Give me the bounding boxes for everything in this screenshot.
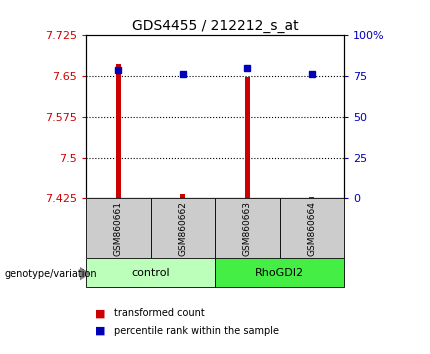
- Bar: [86, 198, 150, 258]
- Text: GSM860661: GSM860661: [114, 201, 123, 256]
- Text: RhoGDI2: RhoGDI2: [255, 268, 304, 278]
- Bar: [180, 194, 185, 198]
- Text: ■: ■: [95, 326, 105, 336]
- Text: genotype/variation: genotype/variation: [4, 269, 97, 279]
- Bar: [150, 198, 215, 258]
- Text: percentile rank within the sample: percentile rank within the sample: [114, 326, 279, 336]
- Title: GDS4455 / 212212_s_at: GDS4455 / 212212_s_at: [132, 19, 298, 33]
- Text: GSM860663: GSM860663: [243, 201, 252, 256]
- Text: GSM860664: GSM860664: [307, 201, 316, 256]
- Text: ■: ■: [95, 308, 105, 318]
- Bar: [280, 198, 344, 258]
- Text: control: control: [131, 268, 170, 278]
- Text: GSM860662: GSM860662: [178, 201, 187, 256]
- Text: transformed count: transformed count: [114, 308, 205, 318]
- Polygon shape: [80, 267, 90, 281]
- Bar: [245, 77, 250, 198]
- Bar: [309, 196, 314, 198]
- Bar: [215, 198, 280, 258]
- Bar: [86, 258, 215, 287]
- Bar: [215, 258, 344, 287]
- Bar: [116, 64, 121, 198]
